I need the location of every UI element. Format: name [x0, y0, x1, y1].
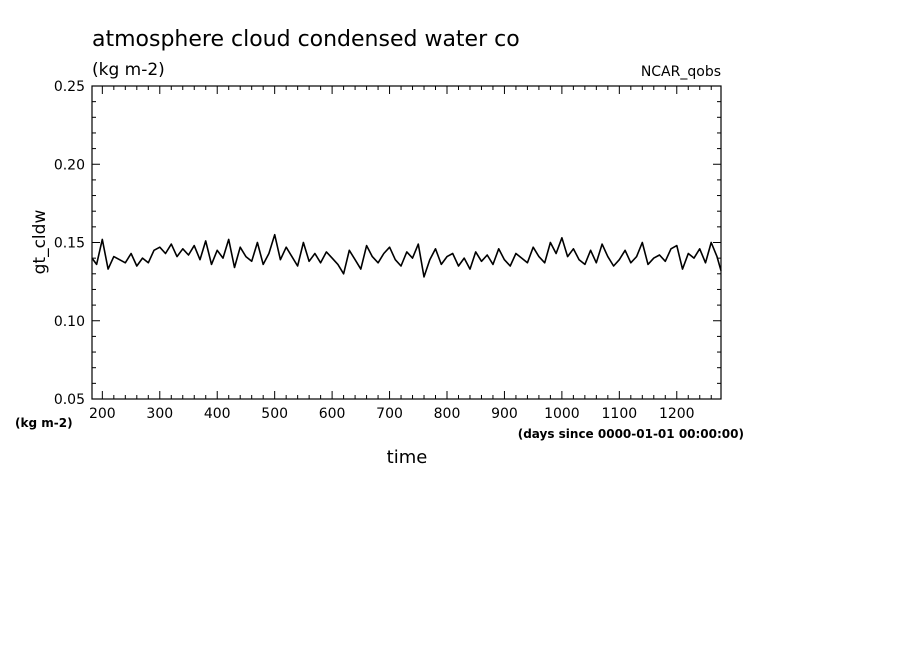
- x-tick-label: 1200: [659, 406, 695, 422]
- x-tick-label: 200: [89, 406, 116, 422]
- y-tick-labels: 0.05 0.10 0.15 0.20 0.25: [54, 79, 85, 408]
- y-axis-label: gt_cldw: [30, 210, 50, 275]
- x-tick-label: 1100: [602, 406, 638, 422]
- y-tick-label: 0.20: [54, 157, 85, 173]
- y-tick-label: 0.10: [54, 314, 85, 330]
- y-axis-units: (kg m-2): [15, 416, 73, 430]
- x-tick-label: 900: [491, 406, 518, 422]
- x-tick-label: 800: [434, 406, 461, 422]
- source-label: NCAR_qobs: [641, 64, 721, 80]
- chart-subtitle: (kg m-2): [92, 60, 165, 80]
- x-tick-label: 700: [376, 406, 403, 422]
- x-tick-label: 400: [204, 406, 231, 422]
- x-tick-label: 300: [146, 406, 173, 422]
- y-tick-label: 0.05: [54, 392, 85, 408]
- x-axis-label: time: [387, 447, 428, 468]
- y-tick-label: 0.25: [54, 79, 85, 95]
- y-tick-label: 0.15: [54, 236, 85, 252]
- series-line: [91, 233, 722, 278]
- x-tick-label: 1000: [544, 406, 580, 422]
- plot-frame: [91, 85, 722, 400]
- x-tick-labels: 200 300 400 500 600 700 800 900 1000 1100 1200: [89, 406, 695, 422]
- axis-ticks: [92, 85, 721, 400]
- x-tick-label: 600: [319, 406, 346, 422]
- x-axis-units: (days since 0000-01-01 00:00:00): [518, 427, 744, 441]
- chart-title: atmosphere cloud condensed water co: [92, 27, 520, 52]
- x-tick-label: 500: [261, 406, 288, 422]
